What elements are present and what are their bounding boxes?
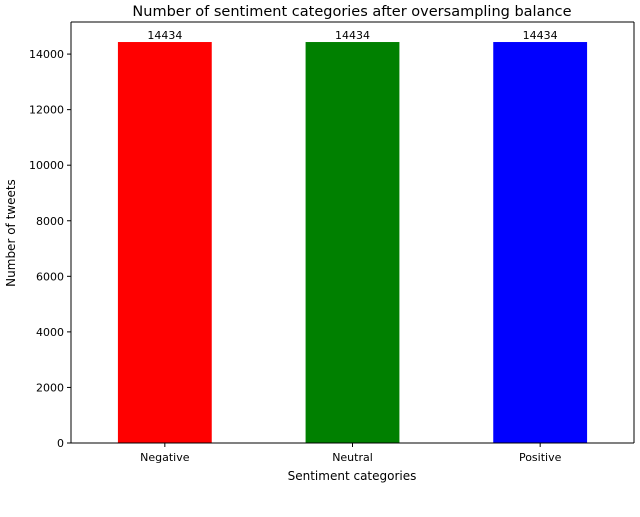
x-axis-label: Sentiment categories	[288, 469, 417, 483]
x-tick-label-neutral: Neutral	[332, 451, 373, 464]
data-label-positive: 14434	[523, 29, 558, 42]
y-axis-label: Number of tweets	[4, 179, 18, 287]
y-tick-label: 4000	[36, 326, 64, 339]
bar-positive	[493, 42, 588, 443]
bar-negative	[117, 42, 212, 443]
x-tick-label-negative: Negative	[140, 451, 190, 464]
data-label-negative: 14434	[147, 29, 182, 42]
y-tick-label: 14000	[29, 48, 64, 61]
y-tick-label: 0	[57, 437, 64, 450]
y-axis-ticks: 0 2000 4000 6000 8000 10000 12000 14000	[29, 48, 71, 450]
y-tick-label: 6000	[36, 270, 64, 283]
y-tick-label: 10000	[29, 159, 64, 172]
chart-title: Number of sentiment categories after ove…	[132, 4, 571, 20]
bar-neutral	[305, 42, 400, 443]
data-label-neutral: 14434	[335, 29, 370, 42]
y-tick-label: 2000	[36, 381, 64, 394]
x-axis-ticks: Negative Neutral Positive	[140, 443, 562, 464]
y-tick-label: 8000	[36, 215, 64, 228]
bars	[117, 42, 588, 443]
x-tick-label-positive: Positive	[519, 451, 562, 464]
y-tick-label: 12000	[29, 104, 64, 117]
plot-area: 14434 14434 14434 0 2000 4000 6000 8000 10000 12…	[29, 21, 635, 464]
data-labels: 14434 14434 14434	[147, 29, 557, 42]
